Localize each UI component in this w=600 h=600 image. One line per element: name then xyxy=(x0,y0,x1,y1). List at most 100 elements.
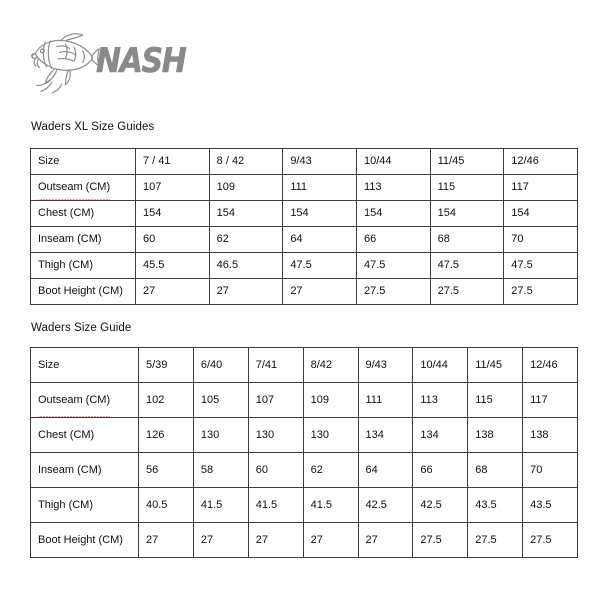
cell-value: 41.5 xyxy=(192,487,249,523)
header-cell-9-43: 9/43 xyxy=(357,347,414,383)
cell-value: 47.5 xyxy=(429,252,505,279)
cell-value: 130 xyxy=(192,417,249,453)
cell-value: 27 xyxy=(302,522,359,558)
table-row: Outseam (CM) 107 109 111 113 115 117 xyxy=(30,174,578,201)
table-row: Chest (CM) 126 130 130 130 134 134 138 1… xyxy=(30,417,578,453)
cell-value: 41.5 xyxy=(302,487,359,523)
cell-value: 107 xyxy=(135,174,210,201)
table-row: Boot Height (CM) 27 27 27 27.5 27.5 27.5 xyxy=(30,278,578,305)
table-row: Inseam (CM) 56 58 60 62 64 66 68 70 xyxy=(30,452,578,488)
cell-value: 109 xyxy=(208,174,284,201)
header-cell-8-42: 8/42 xyxy=(302,347,359,383)
cell-value: 102 xyxy=(138,382,194,418)
cell-value: 111 xyxy=(357,382,414,418)
misspelled-word-outseam: Outseam (CM) xyxy=(38,384,111,417)
cell-value: 111 xyxy=(282,174,357,201)
cell-value: 41.5 xyxy=(247,487,304,523)
row-label-inseam: Inseam (CM) xyxy=(30,226,136,253)
table-row: Outseam (CM) 102 105 107 109 111 113 115… xyxy=(30,382,578,418)
cell-value: 70 xyxy=(522,452,578,488)
misspelled-word-outseam: Outseam (CM) xyxy=(38,176,111,200)
table-row: Boot Height (CM) 27 27 27 27 27 27.5 27.… xyxy=(30,522,578,558)
cell-value: 68 xyxy=(429,226,505,253)
cell-value: 58 xyxy=(192,452,249,488)
cell-value: 27 xyxy=(192,522,249,558)
cell-value: 134 xyxy=(412,417,469,453)
cell-value: 66 xyxy=(355,226,431,253)
cell-value: 68 xyxy=(467,452,524,488)
cell-value: 64 xyxy=(282,226,357,253)
cell-value: 43.5 xyxy=(467,487,524,523)
header-cell-9-43: 9/43 xyxy=(282,148,357,175)
cell-value: 130 xyxy=(302,417,359,453)
header-cell-10-44: 10/44 xyxy=(355,148,431,175)
cell-value: 113 xyxy=(412,382,469,418)
row-label-chest: Chest (CM) xyxy=(30,200,136,227)
header-cell-size: Size xyxy=(30,347,139,383)
cell-value: 154 xyxy=(429,200,505,227)
cell-value: 66 xyxy=(412,452,469,488)
row-label-outseam: Outseam (CM) xyxy=(30,174,136,201)
cell-value: 47.5 xyxy=(282,252,357,279)
table-row-header: Size 7 / 41 8 / 42 9/43 10/44 11/45 12/4… xyxy=(30,148,578,175)
cell-value: 126 xyxy=(138,417,194,453)
cell-value: 115 xyxy=(429,174,505,201)
row-label-inseam: Inseam (CM) xyxy=(30,452,139,488)
header-cell-11-45: 11/45 xyxy=(467,347,524,383)
header-cell-8-42: 8 / 42 xyxy=(208,148,284,175)
cell-value: 138 xyxy=(467,417,524,453)
header-cell-size: Size xyxy=(30,148,136,175)
cell-value: 109 xyxy=(302,382,359,418)
cell-value: 107 xyxy=(247,382,304,418)
waders-xl-size-table: Size 7 / 41 8 / 42 9/43 10/44 11/45 12/4… xyxy=(30,148,578,305)
cell-value: 27 xyxy=(135,278,210,305)
header-cell-10-44: 10/44 xyxy=(412,347,469,383)
cell-value: 70 xyxy=(503,226,578,253)
cell-value: 117 xyxy=(522,382,578,418)
cell-value: 154 xyxy=(355,200,431,227)
table-row: Thigh (CM) 40.5 41.5 41.5 41.5 42.5 42.5… xyxy=(30,487,578,523)
row-label-boot-height: Boot Height (CM) xyxy=(30,522,139,558)
cell-value: 27 xyxy=(357,522,414,558)
row-label-outseam: Outseam (CM) xyxy=(30,382,139,418)
cell-value: 42.5 xyxy=(357,487,414,523)
carp-fish-icon xyxy=(31,33,100,94)
cell-value: 27.5 xyxy=(412,522,469,558)
cell-value: 27.5 xyxy=(467,522,524,558)
cell-value: 42.5 xyxy=(412,487,469,523)
brand-wordmark: NASH xyxy=(96,41,187,81)
row-label-thigh: Thigh (CM) xyxy=(30,487,139,523)
waders-size-table: Size 5/39 6/40 7/41 8/42 9/43 10/44 11/4… xyxy=(30,347,578,558)
cell-value: 45.5 xyxy=(135,252,210,279)
cell-value: 60 xyxy=(247,452,304,488)
table-row: Thigh (CM) 45.5 46.5 47.5 47.5 47.5 47.5 xyxy=(30,252,578,279)
cell-value: 154 xyxy=(208,200,284,227)
cell-value: 27.5 xyxy=(503,278,578,305)
cell-value: 154 xyxy=(282,200,357,227)
cell-value: 62 xyxy=(302,452,359,488)
cell-value: 56 xyxy=(138,452,194,488)
section-title-standard: Waders Size Guide xyxy=(31,322,132,334)
brand-logo: NASH xyxy=(28,22,198,100)
header-cell-12-46: 12/46 xyxy=(522,347,578,383)
header-cell-6-40: 6/40 xyxy=(192,347,249,383)
header-cell-11-45: 11/45 xyxy=(429,148,505,175)
header-cell-5-39: 5/39 xyxy=(138,347,194,383)
cell-value: 154 xyxy=(135,200,210,227)
row-label-thigh: Thigh (CM) xyxy=(30,252,136,279)
cell-value: 105 xyxy=(192,382,249,418)
cell-value: 47.5 xyxy=(503,252,578,279)
cell-value: 27 xyxy=(208,278,284,305)
cell-value: 138 xyxy=(522,417,578,453)
header-cell-12-46: 12/46 xyxy=(503,148,578,175)
cell-value: 27.5 xyxy=(355,278,431,305)
cell-value: 115 xyxy=(467,382,524,418)
cell-value: 47.5 xyxy=(355,252,431,279)
cell-value: 62 xyxy=(208,226,284,253)
cell-value: 27 xyxy=(282,278,357,305)
table-row-header: Size 5/39 6/40 7/41 8/42 9/43 10/44 11/4… xyxy=(30,347,578,383)
cell-value: 27 xyxy=(247,522,304,558)
cell-value: 27.5 xyxy=(522,522,578,558)
table-row: Chest (CM) 154 154 154 154 154 154 xyxy=(30,200,578,227)
